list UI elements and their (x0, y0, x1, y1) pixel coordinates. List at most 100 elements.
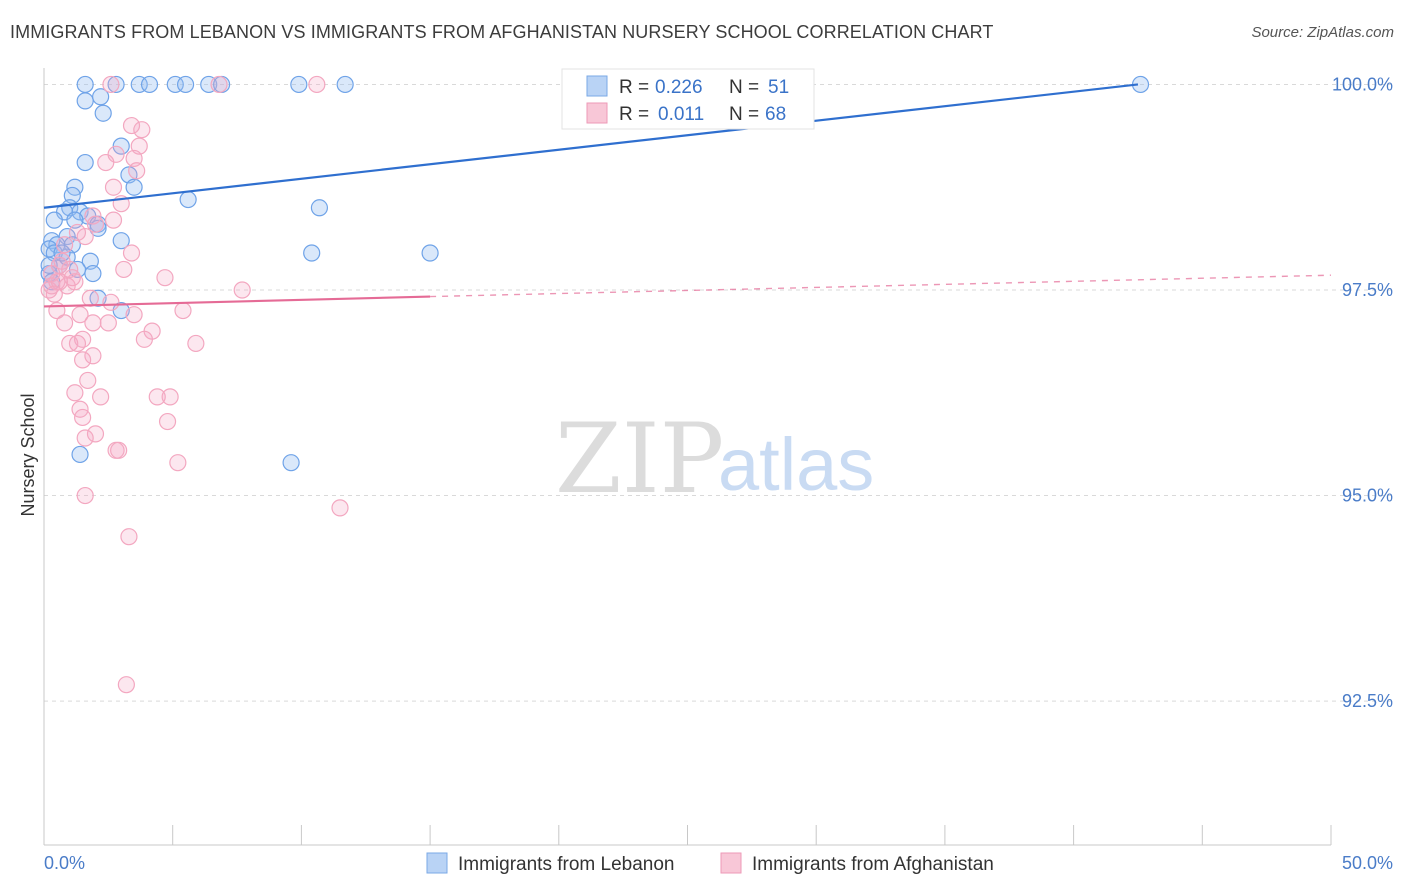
point-s1-44 (74, 351, 92, 369)
point-s0-17 (125, 178, 143, 196)
point-s1-29 (81, 289, 99, 307)
point-s1-22 (156, 269, 174, 287)
series-legend: Immigrants from Lebanon Immigrants from … (426, 852, 994, 875)
point-s1-67 (45, 285, 63, 303)
point-s1-57 (169, 454, 187, 472)
legend-r-label-afghanistan: R = (619, 104, 649, 125)
point-s1-64 (99, 314, 117, 332)
point-s1-13 (86, 215, 105, 233)
stats-legend: R = 0.226 N = 51 R = 0.011 N = 68 (561, 68, 815, 130)
point-s1-41 (68, 334, 87, 353)
trend-lines (43, 83, 1332, 308)
y-tick-label-1: 97.5% (1342, 280, 1393, 300)
point-s1-46 (66, 384, 84, 402)
legend-r-value-afghanistan: 0.011 (658, 104, 704, 125)
point-s1-66 (68, 223, 87, 242)
point-s0-0 (76, 75, 94, 94)
legend-n-label-afghanistan: N = (729, 104, 759, 125)
y-tick-label-3: 92.5% (1342, 691, 1393, 711)
series-legend-label-afghanistan: Immigrants from Afghanistan (752, 854, 994, 875)
point-s0-26 (45, 211, 63, 229)
trend-line-0 (43, 83, 1139, 209)
series-legend-swatch-afghanistan (720, 852, 742, 874)
grid (44, 83, 1393, 702)
point-s0-8 (290, 75, 308, 94)
point-s1-9 (104, 178, 123, 196)
y-tick-labels: 100.0% 97.5% 95.0% 92.5% (1332, 74, 1393, 711)
point-s1-51 (74, 408, 92, 427)
point-s1-48 (148, 388, 166, 406)
point-s0-3 (140, 75, 159, 94)
data-points (40, 75, 1150, 694)
point-s0-1 (107, 75, 125, 94)
point-s0-34 (112, 232, 130, 250)
point-s0-20 (179, 190, 197, 209)
point-s1-28 (233, 281, 251, 299)
series-points-1 (40, 75, 349, 694)
point-s1-59 (331, 499, 349, 517)
point-s0-12 (92, 88, 110, 106)
point-s0-47 (71, 445, 89, 464)
point-s1-53 (86, 425, 105, 443)
series-legend-label-lebanon: Immigrants from Lebanon (458, 854, 675, 875)
point-s1-60 (120, 528, 138, 546)
legend-n-value-afghanistan: 68 (765, 104, 786, 125)
watermark-zip: ZIP (555, 403, 724, 515)
point-s1-2 (308, 75, 326, 94)
point-s1-4 (133, 121, 151, 139)
point-s0-9 (336, 75, 354, 94)
point-s1-8 (97, 153, 115, 172)
point-s1-61 (117, 676, 135, 694)
legend-swatch-afghanistan (586, 102, 608, 124)
series-legend-swatch-lebanon (426, 852, 448, 874)
point-s1-58 (76, 486, 94, 505)
trend-line-extension-1 (430, 274, 1332, 298)
legend-n-label-lebanon: N = (729, 77, 759, 98)
point-s1-12 (104, 211, 123, 229)
point-s1-15 (55, 236, 74, 254)
point-s1-42 (187, 334, 205, 353)
point-s1-54 (76, 429, 94, 447)
point-s1-43 (84, 347, 102, 365)
point-s1-45 (79, 371, 97, 390)
y-tick-label-2: 95.0% (1342, 486, 1393, 506)
x-ticks (43, 825, 1332, 845)
point-s0-5 (176, 75, 195, 94)
point-s0-37 (303, 244, 321, 262)
trend-line-1 (43, 295, 431, 308)
point-s1-16 (122, 244, 141, 262)
watermark-atlas: atlas (718, 423, 874, 506)
point-s1-33 (125, 306, 143, 324)
point-s1-63 (63, 269, 81, 287)
point-s1-0 (102, 75, 120, 94)
point-s0-15 (76, 153, 94, 172)
point-s1-65 (128, 162, 146, 180)
legend-swatch-lebanon (586, 75, 608, 97)
source-label: Source: ZipAtlas.com (1251, 24, 1394, 41)
point-s1-56 (110, 441, 128, 459)
point-s1-47 (92, 388, 110, 406)
legend-n-value-lebanon: 51 (768, 77, 789, 98)
x-tick-label-max: 50.0% (1342, 853, 1393, 873)
point-s1-35 (84, 314, 102, 332)
point-s1-52 (158, 412, 177, 431)
point-s0-14 (112, 137, 130, 155)
y-tick-label-0: 100.0% (1332, 74, 1393, 94)
point-s1-1 (210, 75, 228, 94)
point-s0-24 (310, 199, 329, 217)
point-s0-48 (282, 454, 300, 472)
legend-r-label-lebanon: R = (619, 77, 649, 98)
point-s1-39 (135, 330, 153, 348)
point-s1-30 (102, 293, 120, 311)
y-axis-label: Nursery School (18, 393, 38, 516)
point-s1-36 (55, 314, 74, 332)
point-s1-20 (115, 260, 133, 279)
point-s1-3 (122, 116, 141, 135)
point-s0-42 (84, 264, 102, 283)
x-tick-label-min: 0.0% (44, 853, 85, 873)
point-s1-49 (161, 388, 179, 406)
point-s0-11 (76, 92, 94, 110)
point-s1-14 (76, 227, 94, 246)
point-s1-34 (174, 301, 192, 320)
